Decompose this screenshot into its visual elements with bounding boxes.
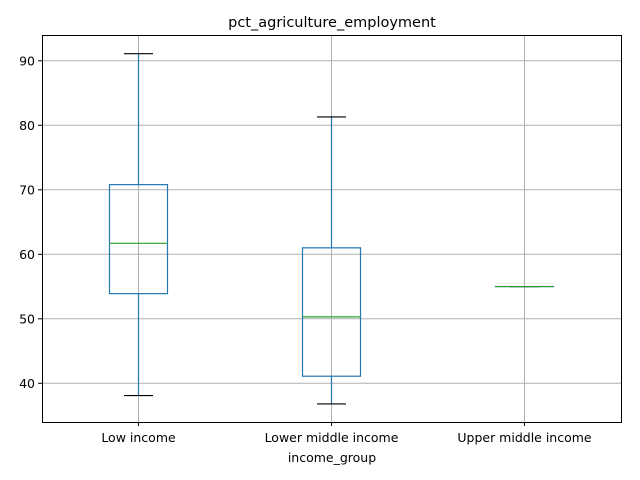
box-iqr [108,184,169,295]
x-tick-label: Low income [101,430,176,445]
y-tick-label: 80 [19,118,35,133]
y-tick-label: 70 [19,182,35,197]
box-iqr [301,247,362,377]
chart-title: pct_agriculture_employment [228,15,436,31]
y-tick-label: 60 [19,247,35,262]
box-group [301,116,362,405]
y-tick-label: 50 [19,311,35,326]
x-tick-label: Lower middle income [265,430,399,445]
axes: 40 50 60 70 80 90 Low income Lower middle incom… [19,53,592,445]
y-tick-label: 40 [19,376,35,391]
y-tick-label: 90 [19,53,35,68]
x-axis-label: income_group [288,450,376,465]
box-group [108,53,169,397]
boxes [108,53,555,405]
x-tick-label: Upper middle income [457,430,592,445]
